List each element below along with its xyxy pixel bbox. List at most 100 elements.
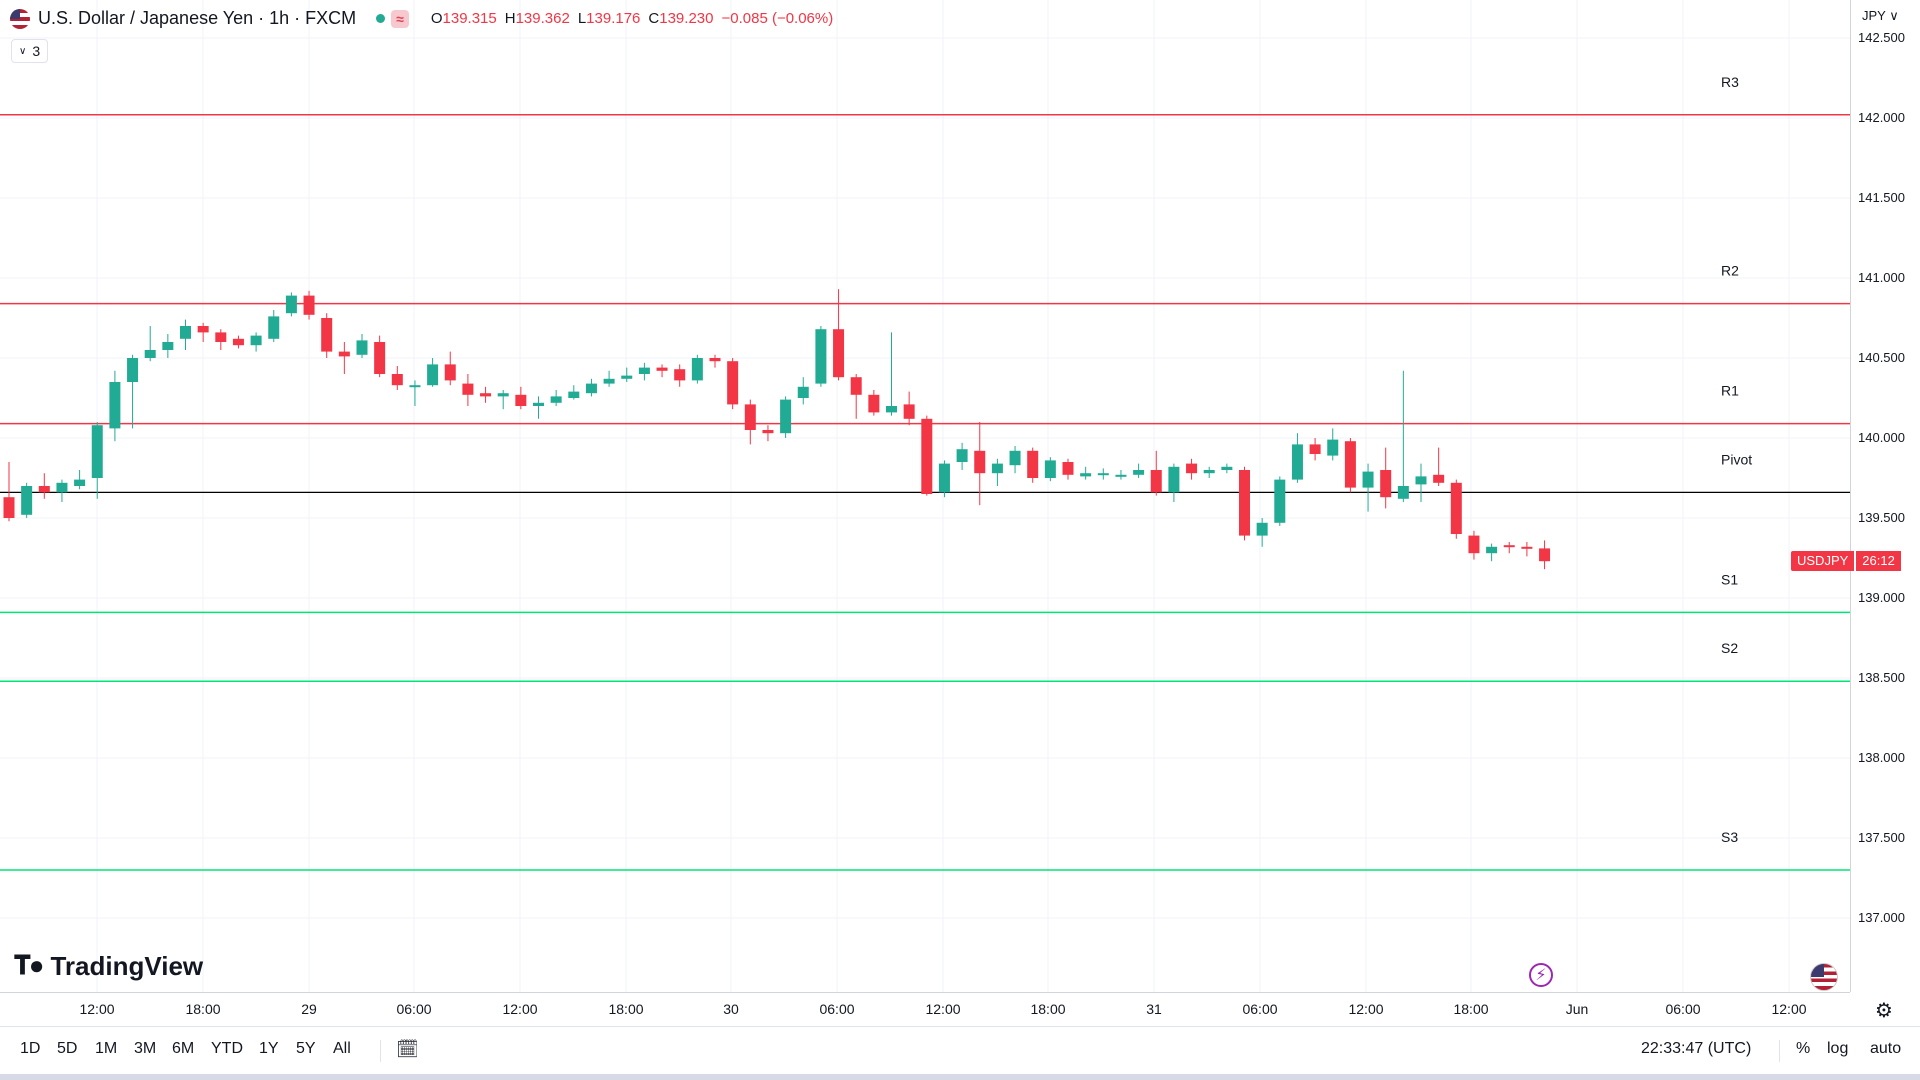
candle xyxy=(162,334,174,358)
open-value: O139.315 xyxy=(430,10,497,27)
candle-body xyxy=(3,497,15,518)
candle-body xyxy=(638,367,650,374)
time-tick-label: 18:00 xyxy=(608,1001,644,1017)
log-scale-button[interactable]: log xyxy=(1827,1040,1849,1057)
pivot-level-label: R3 xyxy=(1721,74,1739,90)
candle-body xyxy=(1327,439,1339,456)
time-tick-label: 12:00 xyxy=(925,1001,961,1017)
pivot-level-label: S1 xyxy=(1721,571,1738,587)
candle-body xyxy=(268,316,280,339)
candle xyxy=(232,335,244,349)
candle-body xyxy=(462,383,474,395)
chevron-down-icon: ∨ xyxy=(19,45,27,57)
candle xyxy=(621,367,633,382)
candle-body xyxy=(1450,482,1462,534)
currency-selector[interactable]: JPY ∨ xyxy=(1862,8,1899,23)
candle xyxy=(585,378,597,397)
time-tick-label: 12:00 xyxy=(1771,1001,1807,1017)
candle xyxy=(815,326,827,387)
auto-scale-button[interactable]: auto xyxy=(1870,1040,1902,1057)
candle-body xyxy=(533,402,544,406)
candle xyxy=(285,292,297,317)
time-axis[interactable] xyxy=(0,992,1850,1027)
gear-icon[interactable]: ⚙ xyxy=(1875,1000,1893,1022)
candle-body xyxy=(780,399,792,434)
candle-body xyxy=(109,382,121,429)
range-button-5d[interactable]: 5D xyxy=(57,1040,78,1057)
candle-body xyxy=(762,430,774,434)
candle-body xyxy=(603,378,615,384)
bar-countdown: 26:12 xyxy=(1856,551,1901,572)
candle-body xyxy=(585,383,597,394)
candle xyxy=(1256,518,1268,547)
symbol-title[interactable]: U.S. Dollar / Japanese Yen · 1h · FXCM xyxy=(38,8,357,28)
time-tick-label: 12:00 xyxy=(502,1001,538,1017)
candle-body xyxy=(1362,471,1374,488)
candle xyxy=(1380,447,1392,509)
candle xyxy=(444,351,456,386)
candle-body xyxy=(38,486,50,493)
candle-body xyxy=(709,358,721,362)
candle xyxy=(21,482,33,518)
price-tick-label: 141.500 xyxy=(1858,190,1905,205)
candle xyxy=(1044,457,1056,482)
candle xyxy=(850,374,862,419)
current-price-tag: USDJPY 26:12 xyxy=(1791,551,1901,572)
price-axis[interactable] xyxy=(1850,0,1920,992)
time-tick-label: 06:00 xyxy=(396,1001,432,1017)
candle xyxy=(991,458,1003,486)
range-button-1y[interactable]: 1Y xyxy=(259,1040,279,1057)
candle-body xyxy=(797,386,809,398)
range-button-1m[interactable]: 1M xyxy=(95,1040,118,1057)
candle xyxy=(3,462,15,522)
indicators-toggle-button[interactable]: ∨ 3 xyxy=(11,39,49,63)
candlestick-chart[interactable]: R3 R2 R1 Pivot S1 S2 S3 xyxy=(0,0,1850,992)
range-button-6m[interactable]: 6M xyxy=(172,1040,195,1057)
low-value: L139.176 xyxy=(577,10,641,27)
candle-body xyxy=(621,375,633,379)
range-button-all[interactable]: All xyxy=(333,1040,351,1057)
candle-body xyxy=(127,358,139,382)
utc-clock[interactable]: 22:33:47 (UTC) xyxy=(1641,1040,1752,1057)
chevron-down-icon: ∨ xyxy=(1885,8,1899,23)
tradingview-logo[interactable]: 𝐓● TradingView xyxy=(14,950,203,982)
candle-body xyxy=(656,367,668,371)
chart-area[interactable]: R3 R2 R1 Pivot S1 S2 S3 xyxy=(0,0,1850,992)
percent-scale-button[interactable]: % xyxy=(1796,1040,1811,1057)
candle xyxy=(1027,447,1039,483)
price-tick-label: 139.500 xyxy=(1858,510,1905,525)
candle-body xyxy=(1186,463,1198,474)
candle-body xyxy=(1309,444,1321,454)
candle-body xyxy=(180,326,191,339)
candle-body xyxy=(956,449,968,462)
candle-body xyxy=(903,404,915,419)
candle-body xyxy=(550,396,562,403)
candle xyxy=(656,364,668,378)
candle xyxy=(144,326,156,362)
candle-body xyxy=(938,463,950,493)
candle xyxy=(1168,463,1180,502)
candle-body xyxy=(568,391,580,398)
close-label: C xyxy=(648,10,660,27)
candle-body xyxy=(1203,470,1215,474)
candle xyxy=(1203,466,1215,478)
candle-body xyxy=(1009,450,1021,466)
range-button-3m[interactable]: 3M xyxy=(134,1040,157,1057)
candle xyxy=(303,290,315,320)
range-button-1d[interactable]: 1D xyxy=(20,1040,41,1057)
candle-body xyxy=(868,394,880,413)
lightning-icon[interactable]: ⚡︎ xyxy=(1529,963,1553,987)
bottom-strip xyxy=(0,1074,1920,1080)
calendar-range-icon[interactable]: 🗓︎ xyxy=(396,1039,419,1059)
candle xyxy=(1327,428,1339,461)
candle xyxy=(409,380,421,406)
range-button-ytd[interactable]: YTD xyxy=(211,1040,243,1057)
data-wave-icon[interactable]: ≈ xyxy=(391,9,409,28)
candle xyxy=(74,470,86,490)
candle-body xyxy=(1256,522,1268,536)
candle xyxy=(1539,540,1551,570)
range-button-5y[interactable]: 5Y xyxy=(296,1040,316,1057)
us-economic-events-icon[interactable] xyxy=(1810,963,1838,991)
open-label: O xyxy=(430,10,443,27)
candle xyxy=(1274,476,1286,526)
